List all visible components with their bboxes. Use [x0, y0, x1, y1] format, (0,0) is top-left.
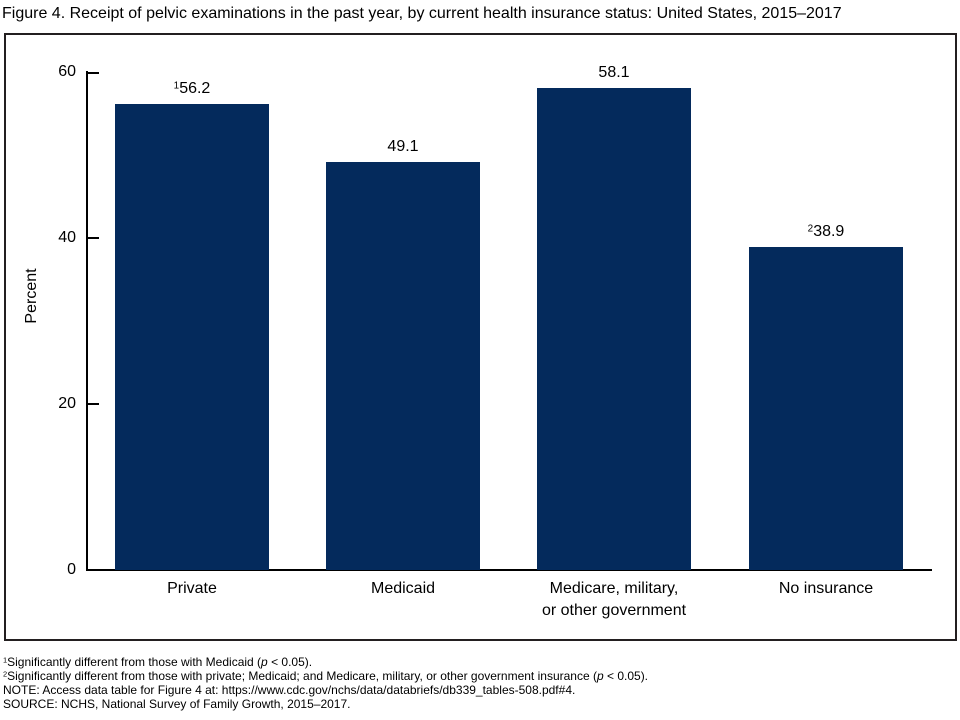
footnote-2: 2Significantly different from those with…	[3, 669, 648, 683]
x-axis-category-label: No insurance	[778, 580, 874, 597]
footnote-text: SOURCE: NCHS, National Survey of Family …	[3, 697, 351, 711]
footnote-note: NOTE: Access data table for Figure 4 at:…	[3, 683, 648, 697]
y-axis-tick	[88, 72, 99, 74]
footnote-text: NOTE: Access data table for Figure 4 at:…	[3, 683, 576, 697]
bar	[326, 162, 480, 570]
footnote-pvalue: p	[596, 669, 604, 683]
footnote-text: Significantly different from those with …	[7, 655, 262, 669]
footnote-text: < 0.05).	[267, 655, 313, 669]
footnote-superscript: 2	[3, 669, 8, 679]
bar-value-label: 58.1	[598, 64, 630, 81]
y-axis-tick-label: 60	[58, 63, 76, 80]
y-axis-tick-label: 20	[58, 395, 76, 412]
y-axis-tick	[88, 403, 99, 405]
bar-value-label: 156.2	[173, 80, 211, 97]
footnote-superscript: 1	[3, 655, 8, 665]
footnote-pvalue: p	[261, 655, 268, 669]
footnote-source: SOURCE: NCHS, National Survey of Family …	[3, 697, 648, 711]
bar	[749, 247, 903, 570]
bar-value-label: 49.1	[387, 138, 419, 155]
y-axis-title: Percent	[23, 268, 40, 324]
x-axis-category-label: Private	[167, 580, 217, 597]
x-axis-category-label: Medicaid	[370, 580, 436, 597]
footnote-1: 1Significantly different from those with…	[3, 655, 648, 669]
y-axis-tick	[88, 237, 99, 239]
value-superscript: 1	[173, 80, 180, 92]
bar	[115, 104, 269, 570]
footnotes-block: 1Significantly different from those with…	[3, 655, 648, 711]
bar-value-label: 238.9	[807, 223, 845, 240]
x-axis-category-label: Medicare, military, or other government	[541, 580, 687, 619]
y-axis-tick-label: 0	[67, 561, 76, 578]
x-axis-line	[86, 569, 932, 571]
value-superscript: 2	[807, 223, 814, 235]
y-axis-line	[86, 71, 88, 571]
figure-title: Figure 4. Receipt of pelvic examinations…	[2, 5, 842, 22]
bar	[537, 88, 691, 570]
footnote-text: Significantly different from those with …	[7, 669, 597, 683]
footnote-text: < 0.05).	[603, 669, 649, 683]
y-axis-tick-label: 40	[58, 229, 76, 246]
